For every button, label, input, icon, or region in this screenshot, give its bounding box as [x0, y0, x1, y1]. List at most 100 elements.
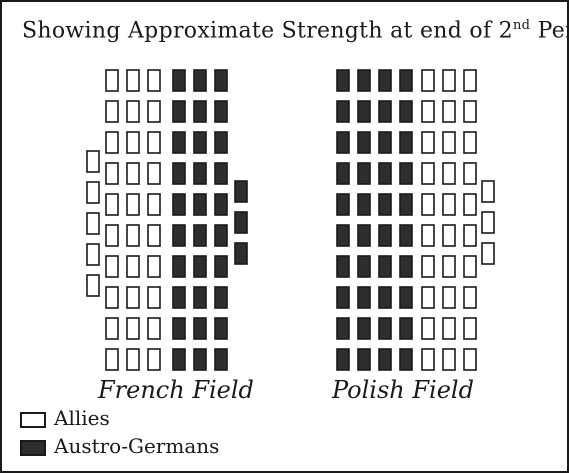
polish-allies-unit — [463, 69, 477, 92]
polish-austro-germans-unit — [357, 131, 371, 154]
french-austro-germans-unit — [193, 348, 207, 371]
polish-austro-germans-unit — [336, 317, 350, 340]
title-superscript: nd — [512, 18, 531, 33]
french-allies-unit — [105, 224, 119, 247]
polish-allies-unit — [442, 131, 456, 154]
legend-allies: Allies — [20, 406, 110, 430]
legend-allies-label: Allies — [54, 406, 110, 430]
french-allies-unit — [86, 181, 100, 204]
polish-allies-unit — [442, 224, 456, 247]
polish-austro-germans-unit — [378, 348, 392, 371]
french-austro-germans-unit — [172, 131, 186, 154]
polish-austro-germans-unit — [378, 100, 392, 123]
french-allies-unit — [147, 162, 161, 185]
french-austro-germans-unit — [214, 317, 228, 340]
polish-austro-germans-unit — [336, 286, 350, 309]
french-allies-unit — [86, 243, 100, 266]
polish-austro-germans-unit — [336, 224, 350, 247]
french-austro-germans-unit — [172, 317, 186, 340]
polish-allies-unit — [481, 180, 495, 203]
polish-allies-unit — [463, 162, 477, 185]
french-allies-unit — [105, 348, 119, 371]
polish-allies-unit — [481, 211, 495, 234]
polish-allies-unit — [442, 348, 456, 371]
french-austro-germans-unit — [193, 100, 207, 123]
french-austro-germans-unit — [214, 131, 228, 154]
french-allies-unit — [147, 100, 161, 123]
polish-austro-germans-unit — [357, 317, 371, 340]
french-austro-germans-unit — [193, 286, 207, 309]
french-austro-germans-unit — [193, 162, 207, 185]
polish-austro-germans-unit — [399, 255, 413, 278]
polish-allies-unit — [421, 348, 435, 371]
legend-austro-germans-swatch — [20, 439, 46, 456]
french-allies-unit — [126, 286, 140, 309]
polish-field-label: Polish Field — [332, 376, 474, 404]
polish-austro-germans-unit — [399, 100, 413, 123]
french-austro-germans-unit — [172, 255, 186, 278]
french-austro-germans-unit — [214, 69, 228, 92]
polish-austro-germans-unit — [357, 255, 371, 278]
polish-austro-germans-unit — [378, 162, 392, 185]
french-allies-unit — [147, 131, 161, 154]
title-text-after: Period. — [537, 18, 567, 44]
polish-allies-unit — [421, 100, 435, 123]
french-austro-germans-unit — [193, 255, 207, 278]
polish-austro-germans-unit — [399, 286, 413, 309]
french-allies-unit — [126, 224, 140, 247]
polish-austro-germans-unit — [378, 69, 392, 92]
french-allies-unit — [147, 69, 161, 92]
french-allies-unit — [147, 317, 161, 340]
polish-allies-unit — [421, 162, 435, 185]
french-allies-unit — [105, 317, 119, 340]
french-allies-unit — [147, 255, 161, 278]
legend-austro-germans-label: Austro-Germans — [54, 434, 220, 458]
polish-austro-germans-unit — [399, 348, 413, 371]
french-austro-germans-unit — [172, 100, 186, 123]
french-austro-germans-unit — [193, 224, 207, 247]
french-allies-unit — [105, 131, 119, 154]
polish-allies-unit — [463, 348, 477, 371]
polish-allies-unit — [463, 193, 477, 216]
polish-allies-unit — [463, 255, 477, 278]
french-austro-germans-unit — [172, 224, 186, 247]
french-allies-unit — [105, 100, 119, 123]
polish-austro-germans-unit — [399, 224, 413, 247]
polish-allies-unit — [421, 286, 435, 309]
polish-austro-germans-unit — [399, 69, 413, 92]
french-austro-germans-unit — [193, 131, 207, 154]
polish-austro-germans-unit — [336, 162, 350, 185]
polish-allies-unit — [442, 193, 456, 216]
french-allies-unit — [86, 150, 100, 173]
polish-allies-unit — [442, 69, 456, 92]
french-allies-unit — [147, 348, 161, 371]
polish-allies-unit — [442, 255, 456, 278]
french-allies-unit — [126, 317, 140, 340]
french-allies-unit — [105, 193, 119, 216]
legend-austro-germans: Austro-Germans — [20, 434, 219, 458]
polish-allies-unit — [442, 317, 456, 340]
polish-austro-germans-unit — [357, 100, 371, 123]
french-austro-germans-unit — [193, 317, 207, 340]
polish-allies-unit — [463, 286, 477, 309]
french-allies-unit — [105, 286, 119, 309]
polish-austro-germans-unit — [336, 69, 350, 92]
polish-austro-germans-unit — [336, 100, 350, 123]
french-austro-germans-unit — [214, 162, 228, 185]
polish-allies-unit — [463, 317, 477, 340]
french-allies-unit — [86, 274, 100, 297]
french-austro-germans-unit — [193, 69, 207, 92]
title-text-before: Showing Approximate Strength at end of 2 — [22, 18, 513, 44]
french-allies-unit — [126, 193, 140, 216]
french-austro-germans-unit — [234, 242, 248, 265]
french-austro-germans-unit — [214, 100, 228, 123]
polish-austro-germans-unit — [378, 131, 392, 154]
french-allies-unit — [147, 193, 161, 216]
polish-austro-germans-unit — [357, 69, 371, 92]
polish-austro-germans-unit — [378, 255, 392, 278]
polish-austro-germans-unit — [336, 348, 350, 371]
polish-austro-germans-unit — [378, 286, 392, 309]
polish-allies-unit — [442, 286, 456, 309]
polish-allies-unit — [421, 224, 435, 247]
